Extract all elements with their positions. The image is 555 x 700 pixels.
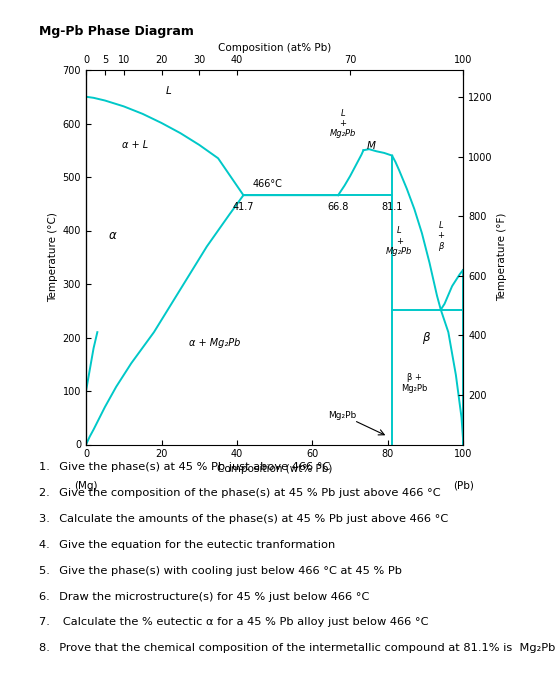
Text: (Pb): (Pb) (453, 481, 474, 491)
Text: L
+
β: L + β (437, 221, 445, 251)
Text: 3.  Calculate the amounts of the phase(s) at 45 % Pb just above 466 °C: 3. Calculate the amounts of the phase(s)… (39, 514, 448, 524)
Text: 41.7: 41.7 (233, 202, 254, 212)
Text: L
+
Mg₂Pb: L + Mg₂Pb (330, 108, 356, 139)
Text: α: α (109, 230, 117, 242)
Text: β: β (422, 331, 430, 344)
Y-axis label: Temperature (°C): Temperature (°C) (48, 212, 58, 302)
Text: Mg₂Pb: Mg₂Pb (329, 411, 357, 419)
Text: M: M (367, 141, 376, 151)
Text: 8.  Prove that the chemical composition of the intermetallic compound at 81.1% i: 8. Prove that the chemical composition o… (39, 643, 555, 653)
X-axis label: Composition (wt% Pb): Composition (wt% Pb) (217, 463, 332, 473)
Text: L: L (166, 86, 172, 97)
Text: Mg-Pb Phase Diagram: Mg-Pb Phase Diagram (39, 25, 194, 38)
Text: 7.   Calculate the % eutectic α for a 45 % Pb alloy just below 466 °C: 7. Calculate the % eutectic α for a 45 %… (39, 617, 428, 627)
Text: β +
Mg₂Pb: β + Mg₂Pb (401, 373, 427, 393)
Y-axis label: Temperature (°F): Temperature (°F) (497, 213, 507, 302)
Text: 5.  Give the phase(s) with cooling just below 466 °C at 45 % Pb: 5. Give the phase(s) with cooling just b… (39, 566, 402, 575)
X-axis label: Composition (at% Pb): Composition (at% Pb) (218, 43, 331, 53)
Text: (Mg): (Mg) (74, 481, 98, 491)
Text: 6.  Draw the microstructure(s) for 45 % just below 466 °C: 6. Draw the microstructure(s) for 45 % j… (39, 592, 369, 601)
Text: α + L: α + L (122, 140, 148, 150)
Text: 81.1: 81.1 (381, 202, 403, 212)
Text: α + Mg₂Pb: α + Mg₂Pb (189, 337, 240, 347)
Text: 466°C: 466°C (252, 178, 282, 189)
Text: 2.  Give the composition of the phase(s) at 45 % Pb just above 466 °C: 2. Give the composition of the phase(s) … (39, 488, 441, 498)
Text: 1.  Give the phase(s) at 45 % Pb just above 466 °C: 1. Give the phase(s) at 45 % Pb just abo… (39, 462, 330, 472)
Text: 66.8: 66.8 (327, 202, 349, 212)
Text: L
+
Mg₂Pb: L + Mg₂Pb (386, 226, 412, 256)
Text: 4.  Give the equation for the eutectic tranformation: 4. Give the equation for the eutectic tr… (39, 540, 335, 550)
